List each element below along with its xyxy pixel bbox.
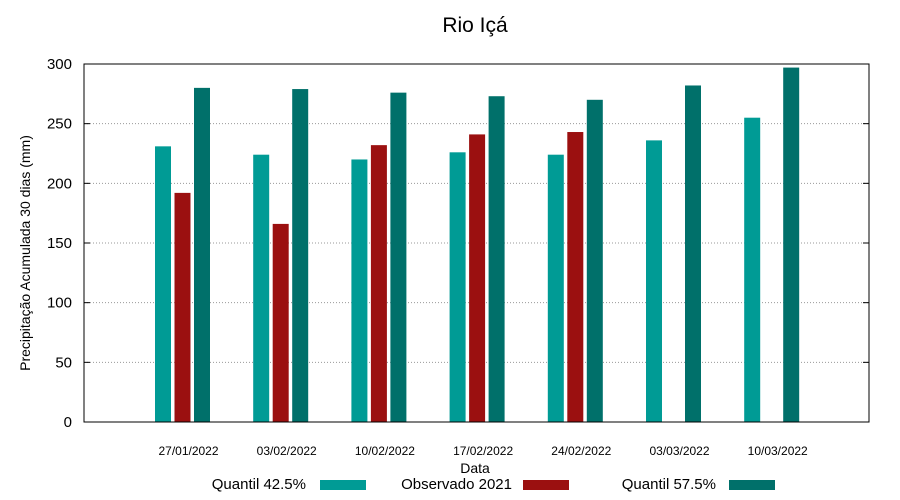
- x-tick-label: 17/02/2022: [453, 444, 513, 458]
- legend-label: Observado 2021: [401, 476, 512, 493]
- grid-lines: [84, 123, 869, 363]
- y-tick-label: 200: [47, 175, 72, 192]
- bar: [586, 99, 603, 423]
- bar: [194, 87, 210, 422]
- bar: [174, 192, 191, 422]
- bar: [646, 140, 662, 422]
- bar: [488, 96, 505, 422]
- x-tick-label: 24/02/2022: [551, 444, 611, 458]
- bar: [292, 89, 309, 422]
- legend-swatch: [320, 480, 366, 490]
- y-tick-label: 250: [47, 116, 72, 133]
- bar: [351, 159, 368, 422]
- bar: [272, 223, 289, 422]
- legend-label: Quantil 42.5%: [212, 476, 306, 493]
- bar: [685, 85, 701, 422]
- x-tick-label: 27/01/2022: [158, 444, 218, 458]
- bars: [155, 67, 800, 423]
- bar: [547, 154, 564, 422]
- bar: [744, 117, 761, 422]
- bar: [449, 152, 466, 422]
- bar: [567, 132, 584, 422]
- bar: [469, 134, 486, 422]
- x-tick-label: 03/02/2022: [257, 444, 317, 458]
- legend-label: Quantil 57.5%: [622, 476, 716, 493]
- legend-swatch: [729, 480, 775, 490]
- bar: [155, 146, 171, 422]
- y-axis-label: Precipitação Acumulada 30 dias (mm): [17, 135, 33, 371]
- x-tick-label: 10/03/2022: [748, 444, 808, 458]
- bar: [370, 145, 387, 422]
- y-tick-label: 100: [47, 295, 72, 312]
- y-axis-ticks: 0 50 100 150 200 250 300: [47, 56, 869, 431]
- x-tick-label: 03/03/2022: [649, 444, 709, 458]
- x-axis-ticks: 27/01/2022 03/02/2022 10/02/2022 17/02/2022…: [158, 444, 808, 458]
- y-tick-label: 50: [55, 354, 72, 371]
- y-tick-label: 300: [47, 56, 72, 73]
- y-tick-label: 150: [47, 235, 72, 252]
- bar: [253, 154, 270, 422]
- x-axis-label: Data: [460, 460, 490, 476]
- legend: Quantil 42.5% Observado 2021 Quantil 57.5%: [212, 476, 775, 493]
- bar: [783, 67, 800, 422]
- chart-title: Rio Içá: [442, 14, 508, 37]
- bar: [390, 92, 407, 422]
- x-tick-label: 10/02/2022: [355, 444, 415, 458]
- legend-swatch: [523, 480, 569, 490]
- y-tick-label: 0: [64, 414, 72, 431]
